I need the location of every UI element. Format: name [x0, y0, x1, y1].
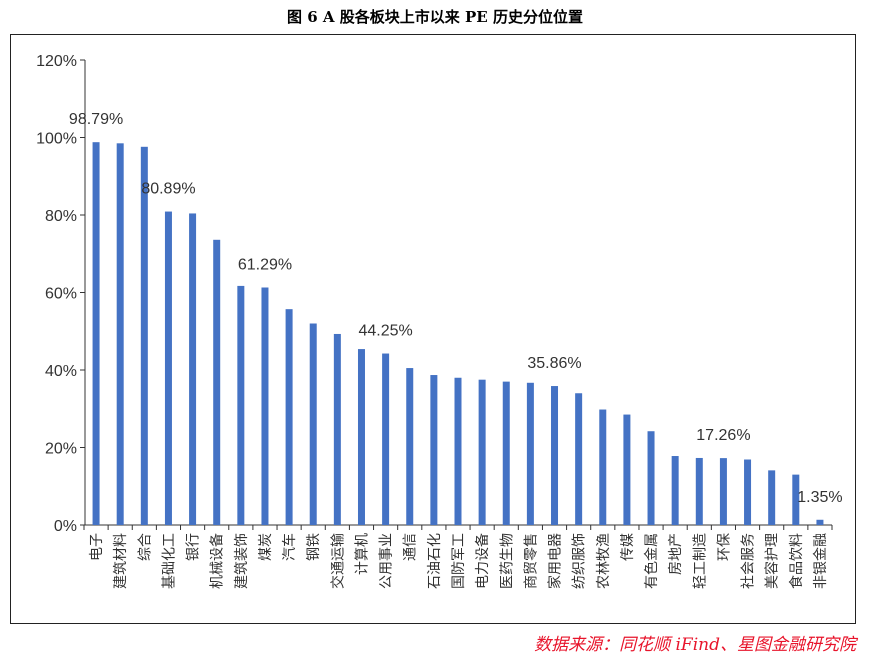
x-category-label: 美容护理 — [764, 533, 781, 589]
bar-24 — [671, 456, 679, 525]
x-category-label: 机械设备 — [209, 533, 226, 589]
x-category-label: 有色金属 — [643, 533, 660, 589]
x-category-label: 石油石化 — [427, 533, 443, 589]
data-label: 44.25% — [358, 323, 412, 340]
x-category-label: 环保 — [716, 533, 732, 561]
x-category-label: 银行 — [186, 533, 202, 561]
data-label: 61.29% — [238, 257, 292, 274]
bar-14 — [430, 375, 438, 525]
data-source-note: 数据来源：同花顺 iFind、星图金融研究院 — [534, 635, 856, 655]
x-category-label: 煤炭 — [258, 533, 274, 561]
x-category-label: 交通运输 — [329, 533, 346, 589]
x-category-label: 基础化工 — [160, 533, 177, 589]
bar-15 — [454, 377, 462, 525]
bar-17 — [502, 381, 510, 525]
y-tick-label: 100% — [36, 131, 77, 148]
x-category-label: 建筑装饰 — [234, 533, 250, 589]
x-category-label: 社会服务 — [741, 533, 757, 589]
bar-6 — [237, 285, 245, 525]
bar-30 — [816, 519, 824, 525]
y-tick-label: 120% — [36, 53, 77, 70]
bar-9 — [309, 323, 317, 525]
bar-16 — [478, 379, 486, 525]
bar-26 — [719, 458, 727, 525]
x-category-label: 综合 — [137, 533, 153, 561]
bar-8 — [285, 309, 293, 525]
y-tick-label: 40% — [45, 363, 77, 380]
x-category-label: 公用事业 — [379, 533, 395, 589]
bar-18 — [526, 382, 534, 525]
x-category-label: 农林牧渔 — [596, 533, 612, 589]
bar-28 — [768, 470, 776, 525]
y-tick-label: 0% — [54, 518, 77, 535]
x-category-label: 电力设备 — [474, 533, 491, 589]
x-category-label: 商贸零售 — [523, 533, 539, 589]
x-category-label: 食品饮料 — [788, 533, 805, 589]
data-label: 80.89% — [141, 181, 195, 198]
x-category-label: 钢铁 — [306, 533, 322, 561]
bar-21 — [599, 409, 607, 525]
x-category-label: 电子 — [89, 533, 105, 561]
x-category-label: 传媒 — [620, 533, 636, 561]
y-tick-label: 80% — [45, 208, 77, 225]
bar-25 — [695, 457, 703, 525]
bar-29 — [792, 474, 800, 525]
x-category-label: 轻工制造 — [692, 533, 708, 589]
data-label: 1.35% — [797, 489, 842, 506]
x-category-label: 建筑材料 — [113, 533, 129, 589]
data-label: 35.86% — [527, 355, 581, 372]
bar-1 — [116, 143, 124, 525]
x-category-label: 非银金融 — [813, 533, 829, 589]
bar-4 — [189, 213, 197, 525]
bar-5 — [213, 239, 221, 526]
chart-title: 图 6 A 股各板块上市以来 PE 历史分位位置 — [287, 8, 583, 26]
bar-11 — [357, 349, 365, 525]
x-category-label: 国防军工 — [451, 533, 467, 589]
bar-10 — [333, 333, 341, 525]
bar-13 — [406, 368, 414, 525]
x-category-label: 通信 — [403, 533, 419, 561]
x-category-label: 计算机 — [354, 533, 370, 575]
x-category-label: 纺织服饰 — [572, 533, 588, 589]
bar-22 — [623, 414, 631, 525]
y-tick-label: 20% — [45, 441, 77, 458]
data-label: 98.79% — [69, 111, 123, 128]
bar-0 — [92, 142, 100, 525]
bar-12 — [382, 353, 390, 525]
chart-frame — [10, 34, 856, 624]
x-category-label: 医药生物 — [499, 533, 515, 589]
bar-3 — [164, 211, 172, 525]
bar-2 — [140, 146, 148, 526]
bar-20 — [575, 393, 583, 525]
bar-23 — [647, 431, 655, 525]
data-label: 17.26% — [696, 427, 750, 444]
x-category-label: 汽车 — [281, 533, 298, 561]
bar-19 — [551, 386, 559, 525]
y-tick-label: 60% — [45, 286, 77, 303]
bar-7 — [261, 287, 269, 525]
x-category-label: 房地产 — [668, 533, 684, 575]
x-category-label: 家用电器 — [547, 533, 564, 589]
bar-27 — [744, 459, 752, 525]
